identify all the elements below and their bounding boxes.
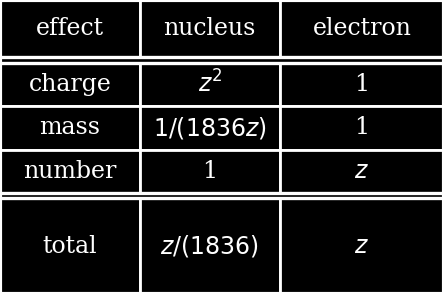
Bar — [0, 150, 140, 193]
Text: $z^2$: $z^2$ — [198, 71, 222, 98]
Text: $z$: $z$ — [354, 235, 369, 258]
Bar — [280, 150, 444, 193]
Bar — [0, 106, 140, 150]
Text: number: number — [23, 160, 117, 183]
Bar — [280, 198, 444, 294]
Text: total: total — [43, 235, 97, 258]
Text: $z$: $z$ — [354, 160, 369, 183]
Bar — [280, 106, 444, 150]
Bar — [140, 106, 280, 150]
Text: 1: 1 — [202, 160, 218, 183]
Bar — [280, 0, 444, 57]
Text: $1/(1836z)$: $1/(1836z)$ — [153, 115, 267, 141]
Bar — [0, 0, 140, 57]
Text: electron: electron — [313, 17, 411, 40]
Text: mass: mass — [40, 116, 100, 139]
Text: nucleus: nucleus — [163, 17, 256, 40]
Text: 1: 1 — [354, 116, 369, 139]
Bar — [0, 63, 140, 106]
Bar — [280, 63, 444, 106]
Bar — [140, 198, 280, 294]
Text: charge: charge — [28, 73, 111, 96]
Bar — [0, 57, 444, 63]
Bar — [0, 193, 444, 198]
Text: $z/(1836)$: $z/(1836)$ — [160, 233, 259, 259]
Text: 1: 1 — [354, 73, 369, 96]
Bar — [140, 0, 280, 57]
Text: effect: effect — [36, 17, 104, 40]
Bar — [140, 150, 280, 193]
Bar — [140, 63, 280, 106]
Bar — [0, 198, 140, 294]
